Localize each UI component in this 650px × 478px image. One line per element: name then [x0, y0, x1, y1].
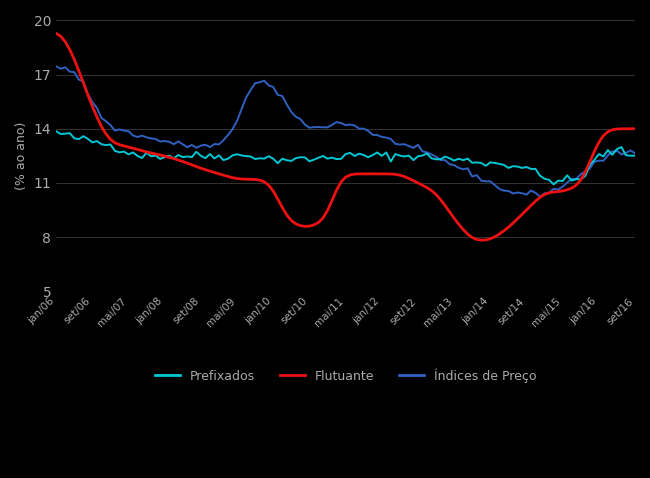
- Legend: Prefixados, Flutuante, Índices de Preço: Prefixados, Flutuante, Índices de Preço: [150, 363, 541, 388]
- Y-axis label: (% ao ano): (% ao ano): [15, 121, 28, 190]
